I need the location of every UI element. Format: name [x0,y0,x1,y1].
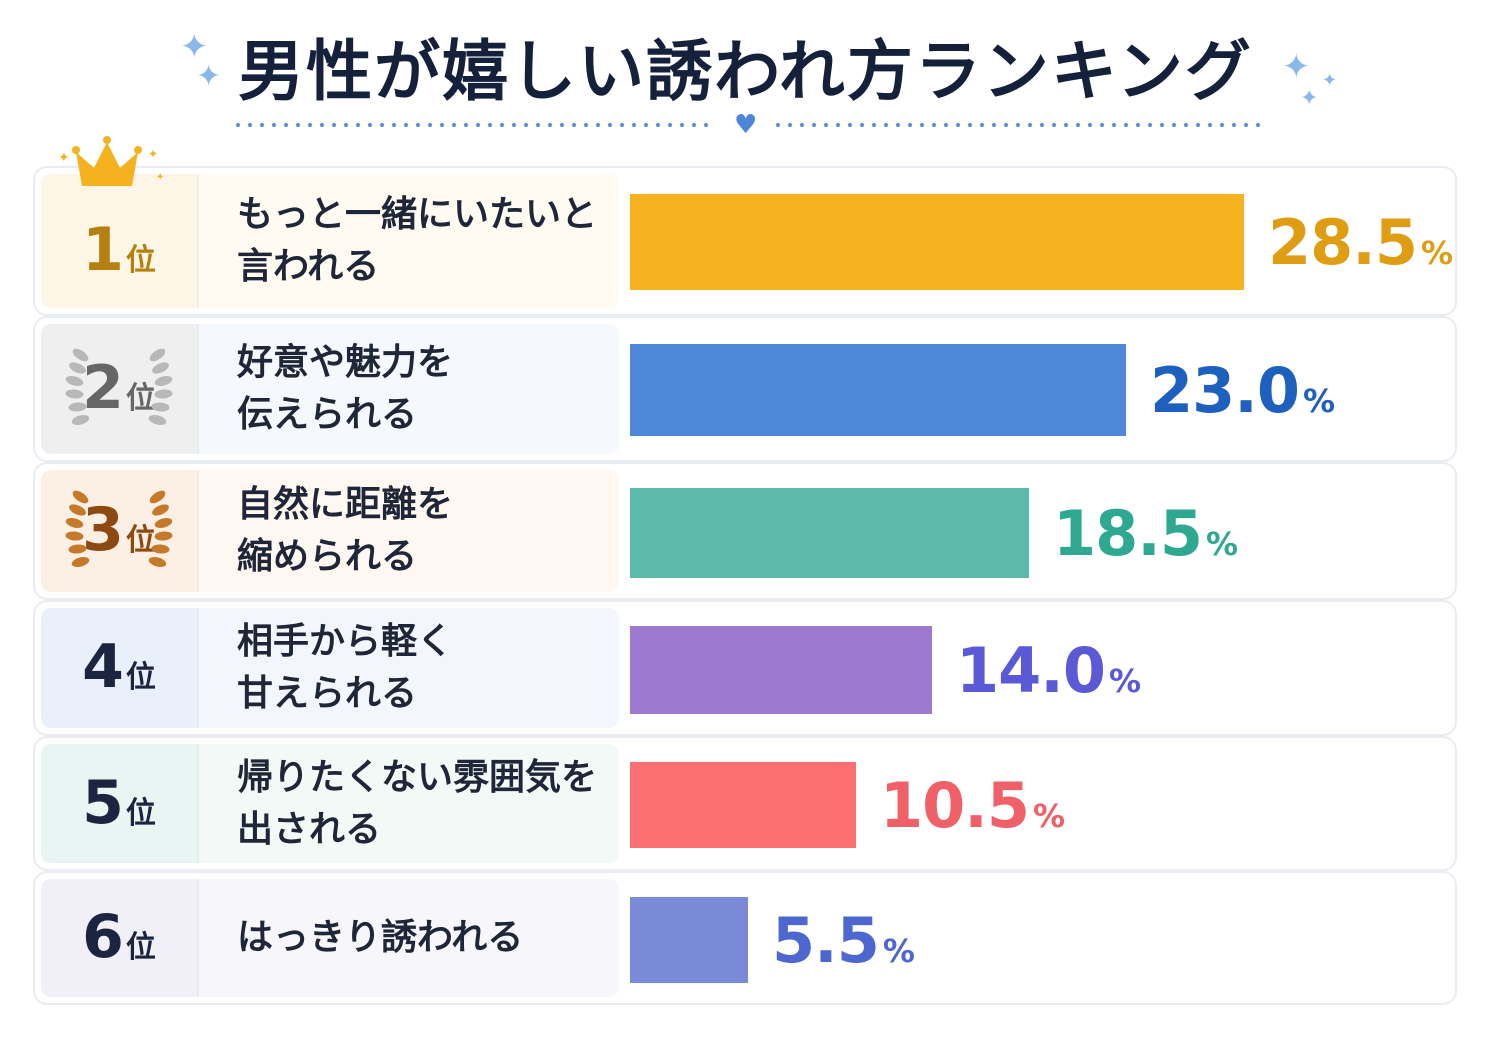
rank-number: 5 [82,767,124,838]
bar [630,897,748,983]
category-label: 帰りたくない雰囲気を 出される [237,756,598,850]
data-value: 14.0 [956,634,1106,707]
rank-cell: 6位 [41,879,197,997]
rank-cell: 5位 [41,744,197,863]
data-value: 28.5 [1268,206,1418,279]
rank-suffix: 位 [125,795,156,831]
data-label: 14.0% [956,640,1141,702]
ranking-row: 3位 自然に距離を 縮められる 18.5% [33,462,1457,600]
data-value: 5.5 [772,904,880,977]
bar [630,344,1126,436]
rank-suffix: 位 [125,660,156,695]
label-cell: 相手から軽く 甘えられる [197,608,619,728]
data-unit: % [1302,382,1336,420]
sparkle-icon: ✦ [1322,70,1338,91]
title-divider-left [236,123,718,127]
rank-number: 3 [82,495,124,565]
data-label: 23.0% [1150,360,1335,422]
data-value: 18.5 [1053,497,1203,570]
rank-cell: 2位 [41,324,197,454]
category-label: 自然に距離を 縮められる [237,484,454,577]
rank-number: 1 [82,215,124,285]
data-unit: % [1205,525,1239,563]
rank-number: 4 [82,632,124,702]
ranking-row: 6位 はっきり誘われる 5.5% [33,871,1457,1005]
ranking-row: 1位 もっと一緒にいたいと 言われる 28.5% [33,166,1457,316]
svg-text:✦: ✦ [58,150,70,166]
rank-number: 2 [82,353,124,423]
rank-label: 3位 [41,495,197,565]
label-cell: はっきり誘われる [197,879,619,997]
rank-suffix: 位 [125,381,156,416]
chart-title: 男性が嬉しい誘われ方ランキング [238,33,1253,110]
rank-cell: 1位 [41,174,197,308]
rank-label: 5位 [41,768,197,838]
bronze-laurel-icon [65,490,173,567]
rank-cell: 4位 [41,608,197,728]
rank-label: 4位 [41,632,197,702]
sparkle-icon: ✦ [196,59,222,94]
crown-icon: ✦ ✦ ✦ [58,136,164,186]
data-unit: % [1032,797,1066,835]
sparkle-icon: ✦ [180,27,209,67]
bar [630,488,1029,578]
label-cell: 好意や魅力を 伝えられる [197,324,619,454]
data-value: 23.0 [1150,354,1300,427]
data-unit: % [1420,234,1454,272]
ranking-row: 4位 相手から軽く 甘えられる 14.0% [33,600,1457,736]
svg-text:✦: ✦ [148,147,158,161]
bar [630,762,856,848]
rank-label: 6位 [41,902,197,972]
data-value: 10.5 [880,769,1030,842]
data-unit: % [1108,662,1142,700]
sparkle-icon: ✦ [1300,86,1319,111]
category-label: もっと一緒にいたいと 言われる [237,194,598,287]
data-label: 28.5% [1268,212,1453,274]
svg-text:✦: ✦ [156,172,164,183]
label-cell: 自然に距離を 縮められる [197,470,619,592]
data-label: 5.5% [772,910,915,972]
data-label: 18.5% [1053,503,1238,565]
label-cell: 帰りたくない雰囲気を 出される [197,744,619,863]
rank-cell: 3位 [41,470,197,592]
bar [630,194,1244,290]
sparkle-icon: ✦ [1282,47,1311,87]
category-label: 好意や魅力を 伝えられる [237,342,454,435]
rank-label: 2位 [41,353,197,423]
rank-suffix: 位 [125,930,156,965]
ranking-row: 5位 帰りたくない雰囲気を 出される 10.5% [33,736,1457,871]
rank-suffix: 位 [125,523,156,558]
rank-label: 1位 [41,215,197,285]
bar [630,626,932,714]
data-label: 10.5% [880,775,1065,837]
rank-number: 6 [82,902,124,972]
silver-laurel-icon [65,348,173,425]
ranking-row: 2位 好意や魅力を 伝えられる 23.0% [33,316,1457,462]
category-label: 相手から軽く 甘えられる [237,621,454,714]
heart-icon: ♥ [734,110,758,140]
data-unit: % [882,932,915,970]
rank-suffix: 位 [125,243,156,278]
title-divider-right [776,123,1272,127]
label-cell: もっと一緒にいたいと 言われる [197,174,619,308]
category-label: はっきり誘われる [237,917,524,958]
